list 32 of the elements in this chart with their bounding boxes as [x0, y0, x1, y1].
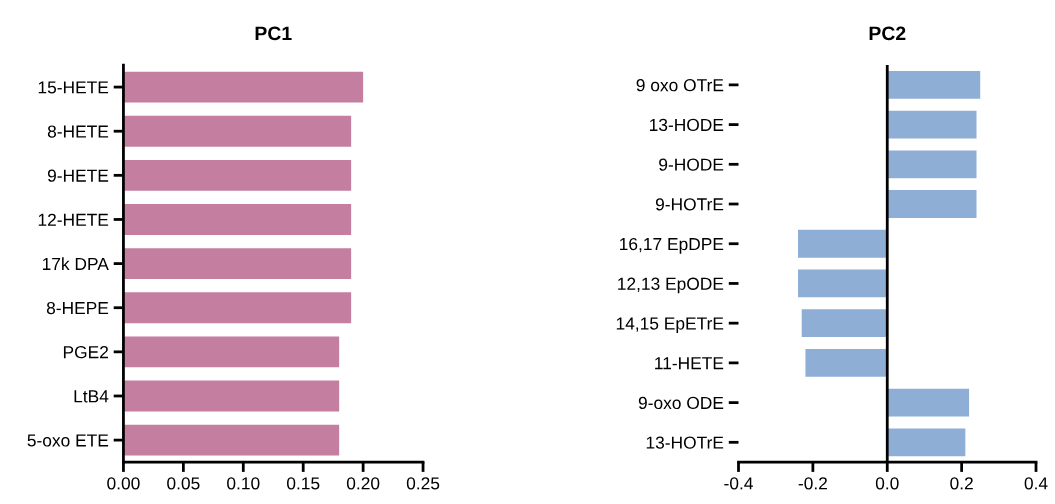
y-tick-label: 12-HETE — [38, 213, 109, 226]
x-tick-label: 0.15 — [286, 477, 320, 490]
x-tick-label: 0.4 — [1024, 477, 1048, 490]
x-tick-label: -0.4 — [724, 477, 753, 490]
y-tick-label: 5-oxo ETE — [27, 434, 109, 447]
y-tick-label: 9-oxo ODE — [638, 396, 724, 410]
chart-title: PC2 — [869, 26, 906, 41]
chart-title: PC1 — [255, 26, 292, 41]
x-tick-label: 0.05 — [167, 477, 200, 490]
x-tick-label: 0.0 — [875, 477, 899, 490]
y-tick-label: 9-HOTrE — [655, 198, 724, 211]
x-tick-label: -0.2 — [798, 477, 827, 490]
y-tick-label: PGE2 — [63, 346, 108, 359]
y-tick-label: 9 oxo OTrE — [636, 79, 724, 92]
y-tick-label: 9-HODE — [659, 158, 724, 171]
y-tick-label: 14,15 EpETrE — [616, 317, 724, 334]
x-tick-label: 0.00 — [107, 477, 140, 490]
x-tick-label: 0.10 — [227, 477, 260, 490]
y-tick-label: LtB4 — [74, 390, 109, 403]
y-tick-label: 13-HOTrE — [646, 436, 724, 449]
x-tick-label: 0.25 — [406, 477, 440, 490]
x-tick-label: 0.2 — [950, 477, 973, 490]
y-tick-label: 8-HEPE — [46, 301, 109, 315]
x-tick-label: 0.20 — [346, 477, 380, 490]
y-tick-label: 9-HETE — [47, 169, 109, 182]
y-tick-label: 16,17 EpDPE — [620, 237, 724, 254]
y-tick-label: 15-HETE — [38, 81, 109, 94]
y-tick-label: 17k DPA — [42, 257, 109, 270]
y-tick-label: 13-HODE — [649, 118, 724, 132]
y-tick-label: 12,13 EpODE — [618, 277, 724, 294]
y-tick-label: 8-HETE — [47, 125, 109, 138]
y-tick-label: 11-HETE — [655, 357, 724, 370]
